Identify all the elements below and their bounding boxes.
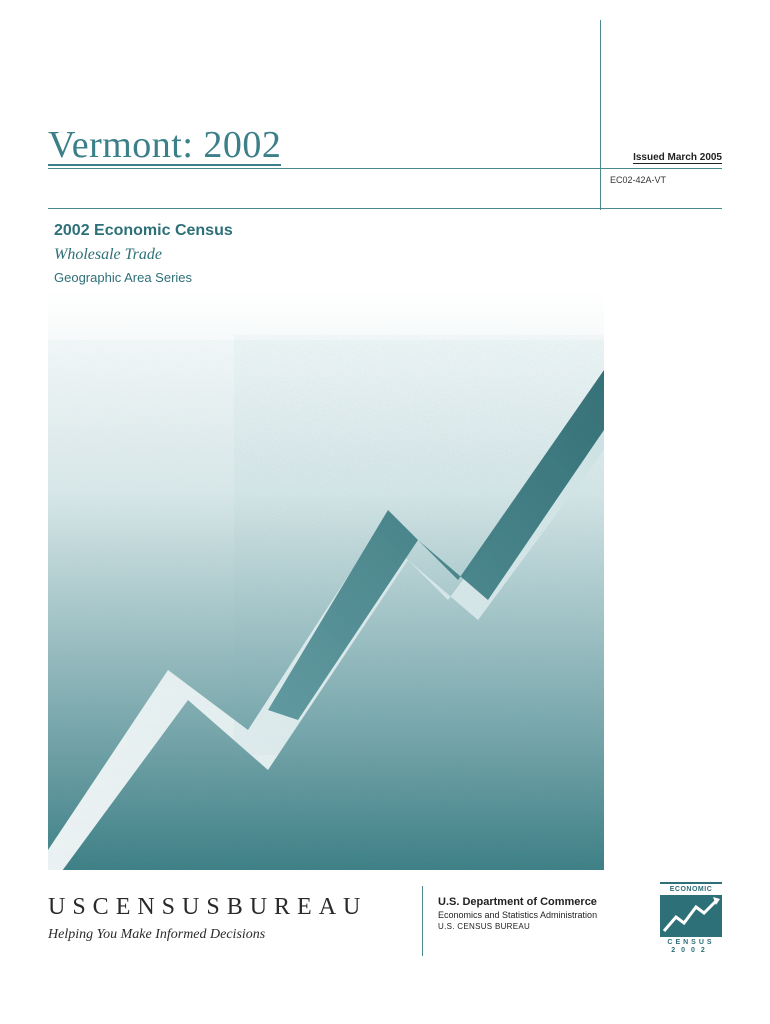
census-title: 2002 Economic Census (54, 222, 233, 240)
section-rule (48, 208, 722, 209)
census-block: 2002 Economic Census Wholesale Trade Geo… (54, 222, 233, 285)
economic-census-logo: ECONOMIC CENSUS 2002 (660, 882, 722, 954)
document-code: EC02-42A-VT (610, 175, 666, 185)
vertical-rule-footer (422, 886, 423, 956)
title-row: Vermont: 2002 Issued March 2005 (48, 126, 722, 169)
vertical-rule-top (600, 20, 601, 210)
logo-top-label: ECONOMIC (660, 882, 722, 893)
bureau-name: USCENSUSBUREAU (48, 894, 722, 921)
logo-year: 2002 (660, 947, 722, 954)
dept-bureau: U.S. CENSUS BUREAU (438, 922, 597, 931)
bureau-tagline: Helping You Make Informed Decisions (48, 927, 722, 943)
logo-square-icon (660, 895, 722, 937)
dept-esa: Economics and Statistics Administration (438, 910, 597, 920)
cover-graphic (48, 290, 604, 870)
census-series: Geographic Area Series (54, 270, 233, 285)
page-title: Vermont: 2002 (48, 126, 281, 166)
logo-bottom-label: CENSUS (660, 939, 722, 946)
department-block: U.S. Department of Commerce Economics an… (438, 896, 597, 931)
issued-date: Issued March 2005 (633, 152, 722, 164)
footer: USCENSUSBUREAU Helping You Make Informed… (48, 894, 722, 974)
dept-commerce: U.S. Department of Commerce (438, 896, 597, 908)
census-subtitle: Wholesale Trade (54, 246, 233, 264)
